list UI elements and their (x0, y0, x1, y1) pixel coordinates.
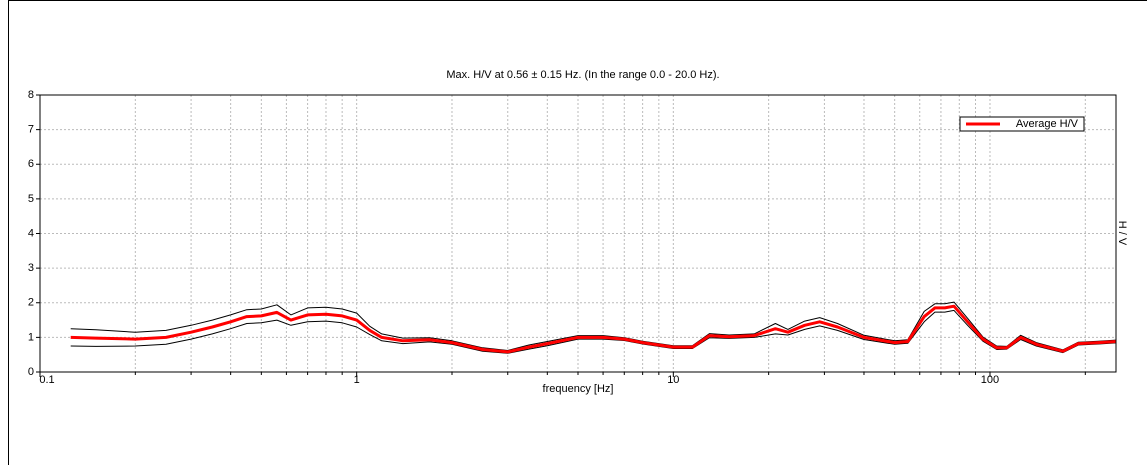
x-tick-label: 1 (354, 374, 360, 386)
y-axis-label: H / V (1116, 221, 1128, 246)
y-tick-label: 0 (28, 366, 34, 378)
frame (8, 0, 1147, 465)
line (70, 304, 1117, 354)
y-tick-label: 2 (28, 297, 34, 309)
y-tick-label: 7 (28, 124, 34, 136)
y-tick-label: 6 (28, 158, 34, 170)
y-tick-label: 1 (28, 331, 34, 343)
y-tick-label: 5 (28, 193, 34, 205)
legend-box (959, 116, 1085, 132)
x-tick-label: 0.1 (39, 374, 54, 386)
x-axis-label: frequency [Hz] (543, 383, 614, 395)
plot-border (39, 94, 1117, 373)
x-tick-label: 100 (981, 374, 999, 386)
chart-title: Max. H/V at 0.56 ± 0.15 Hz. (In the rang… (446, 69, 719, 81)
y-tick-label: 3 (28, 262, 34, 274)
y-tick-label: 4 (28, 227, 34, 239)
y-tick-label: 8 (28, 89, 34, 101)
legend-label: Average H/V (1016, 118, 1079, 130)
x-tick-label: 10 (667, 374, 679, 386)
